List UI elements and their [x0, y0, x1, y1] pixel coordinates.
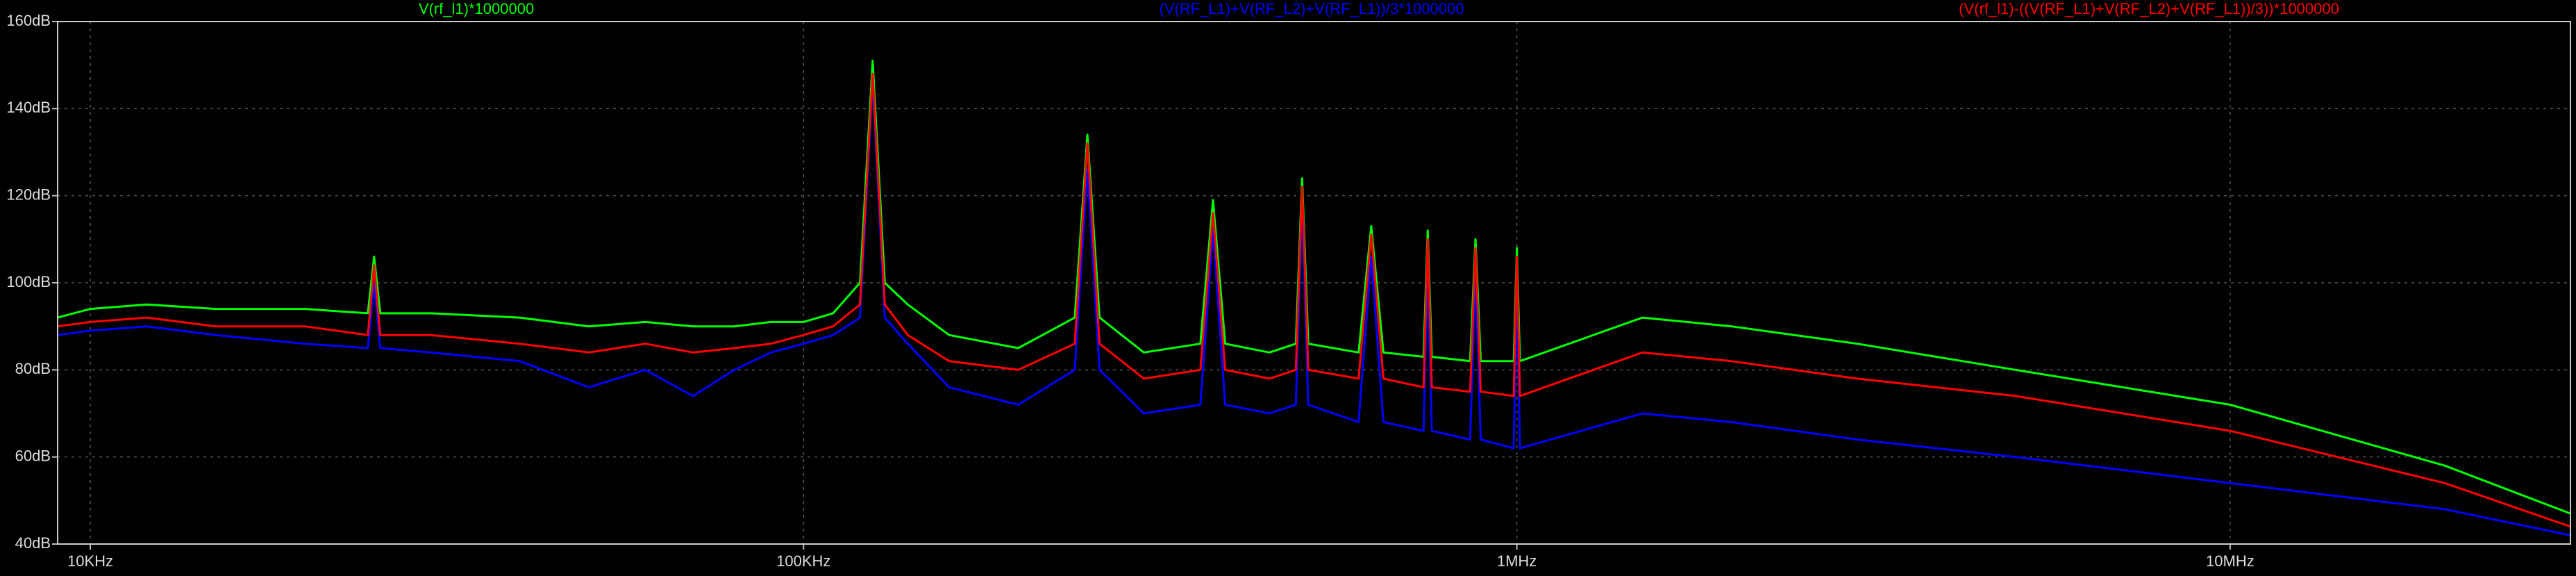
y-tick-label: 100dB	[6, 273, 51, 290]
y-tick-label: 120dB	[6, 186, 51, 203]
plot-frame	[57, 21, 2571, 545]
y-tick-label: 160dB	[6, 12, 51, 29]
x-tick-label: 1MHz	[1497, 552, 1537, 570]
y-tick-label: 60dB	[15, 447, 51, 464]
y-tick-label: 80dB	[15, 360, 51, 377]
x-tick-label: 10KHz	[67, 552, 113, 570]
x-tick-label: 100KHz	[776, 552, 830, 570]
y-tick-label: 40dB	[15, 534, 51, 552]
legend-entry: (V(rf_l1)-((V(RF_L1)+V(RF_L2)+V(RF_L1))/…	[1959, 0, 2339, 17]
y-tick-label: 140dB	[6, 99, 51, 116]
legend-entry: V(rf_l1)*1000000	[419, 0, 534, 17]
series-line	[57, 72, 2571, 528]
x-tick-label: 10MHz	[2206, 552, 2255, 570]
legend-entry: (V(RF_L1)+V(RF_L2)+V(RF_L1))/3*1000000	[1160, 0, 1464, 17]
